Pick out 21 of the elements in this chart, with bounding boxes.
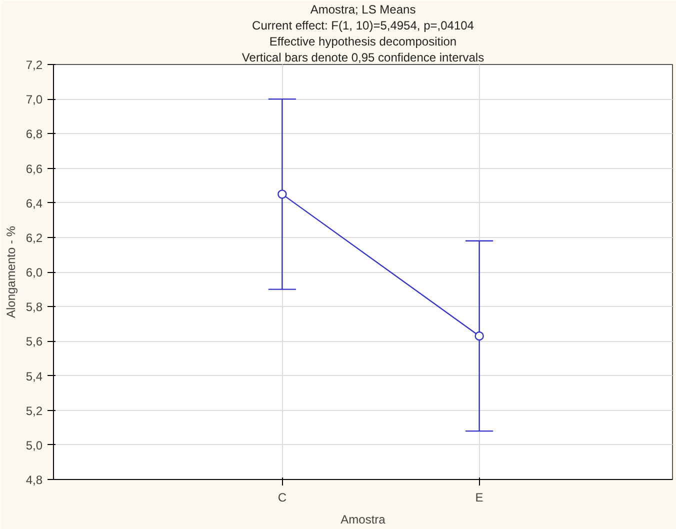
x-tick-label: E [475, 490, 484, 504]
y-tick-label: 6,0 [26, 266, 43, 280]
y-tick-label: 6,2 [26, 230, 43, 245]
y-tick-label: 6,6 [26, 162, 43, 176]
y-tick-label: 5,4 [26, 369, 43, 384]
chart-subtitle: Current effect: F(1, 10)=5,4954, p=,04104 [252, 18, 474, 32]
y-tick-label: 5,2 [26, 404, 43, 418]
y-tick-label: 5,8 [26, 300, 43, 314]
y-tick-label: 5,6 [26, 334, 43, 349]
y-axis-title: Alongamento - % [4, 226, 18, 318]
y-tick-label: 7,0 [26, 92, 43, 107]
x-axis-title: Amostra [340, 512, 386, 526]
y-tick-label: 7,2 [26, 58, 43, 72]
text: Effective hypothesis decomposition [269, 34, 457, 48]
y-tick-label: 4,8 [26, 473, 43, 487]
y-tick-label: 6,4 [26, 196, 43, 210]
y-tick-label: 5,0 [26, 438, 43, 452]
x-tick-label: C [278, 490, 287, 504]
text: Vertical bars denote 0,95 confidence intervals [242, 50, 484, 64]
chart-title: Amostra; LS Means [310, 2, 416, 16]
y-tick-label: 6,8 [26, 127, 43, 142]
